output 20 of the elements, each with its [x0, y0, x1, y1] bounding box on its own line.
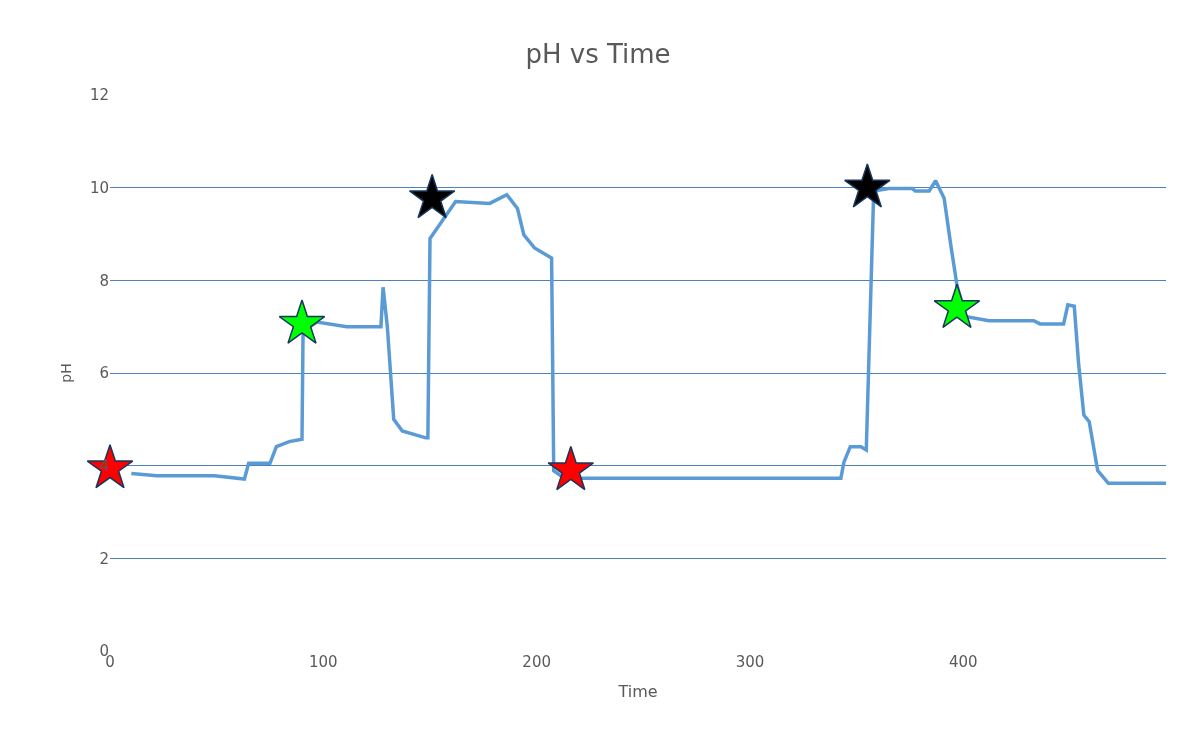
point	[843, 163, 891, 208]
point	[547, 445, 595, 491]
y-tick-label: 2	[99, 549, 109, 568]
chart-title: pH vs Time	[525, 38, 671, 69]
x-axis-title: Time	[617, 681, 658, 701]
line-series	[129, 178, 1166, 486]
y-tick-label: 8	[99, 271, 109, 290]
x-tick-label: 400	[949, 653, 978, 671]
y-tick-label: 4	[99, 456, 109, 475]
y-tick-label: 12	[89, 86, 109, 105]
x-tick-label: 200	[522, 653, 551, 671]
point	[408, 173, 456, 219]
x-tick-label: 100	[309, 653, 338, 671]
point	[933, 283, 981, 329]
x-tick-label: 300	[735, 653, 765, 671]
y-tick-label: 6	[99, 364, 109, 383]
point	[86, 443, 134, 489]
y-axis-title: pH	[57, 363, 74, 383]
y-tick-label: 10	[89, 178, 109, 197]
point	[278, 299, 326, 344]
